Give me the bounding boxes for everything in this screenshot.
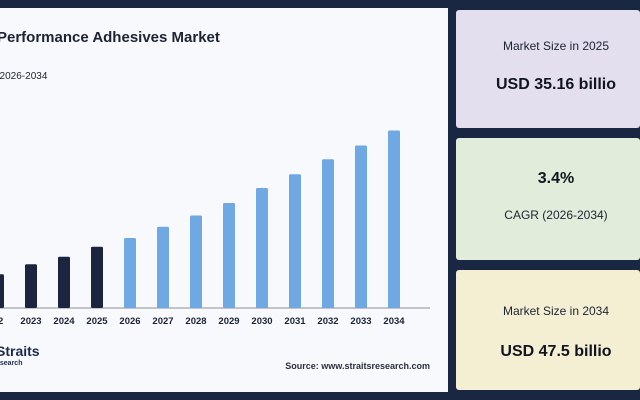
- bar-2034: [388, 130, 400, 308]
- chart-subtitle: t 2026-2034: [0, 71, 48, 82]
- stat-label: Market Size in 2025: [502, 39, 610, 53]
- source-note: Source: www.straitsresearch.com: [285, 361, 430, 371]
- chart-panel: 22 2023 2024 2025 2026 2027 2028 2029 2030 2031 20…: [0, 8, 448, 392]
- x-tick-label: 2028: [185, 316, 206, 327]
- stat-card-market-size-2025: Market Size in 2025 USD 35.16 billio: [456, 10, 640, 128]
- bar-2028: [190, 215, 202, 308]
- straits-logo: Straits esearch: [0, 343, 66, 377]
- bar-2031: [289, 174, 301, 308]
- logo-wordmark: Straits: [0, 343, 40, 359]
- x-tick-label: 2031: [284, 316, 306, 327]
- bar-chart: 22 2023 2024 2025 2026 2027 2028 2029 2030 2031 20…: [0, 130, 430, 327]
- bar-2024: [58, 256, 70, 308]
- logo-tagline: esearch: [0, 360, 23, 367]
- x-tick-label: 22: [0, 316, 3, 327]
- x-tick-label: 2023: [20, 316, 41, 327]
- bar-2030: [256, 188, 268, 308]
- bar-2029: [223, 203, 235, 308]
- stat-value: 3.4%: [537, 170, 575, 187]
- stat-label: CAGR (2026-2034): [504, 208, 608, 222]
- stat-card-cagr: 3.4% CAGR (2026-2034): [456, 138, 640, 260]
- x-tick-label: 2026: [119, 316, 140, 327]
- x-tick-label: 2030: [251, 316, 272, 327]
- bar-2025: [91, 246, 103, 308]
- x-tick-label: 2024: [53, 316, 75, 327]
- bar-2023: [25, 264, 37, 308]
- x-tick-label: 2027: [152, 316, 173, 327]
- bar-22: [0, 274, 4, 308]
- bar-2032: [322, 159, 334, 308]
- bar-2033: [355, 145, 367, 308]
- bar-2027: [157, 226, 169, 308]
- stat-card-market-size-2034: Market Size in 2034 USD 47.5 billio: [456, 270, 640, 390]
- stat-label: Market Size in 2034: [502, 304, 610, 318]
- stat-value: USD 47.5 billio: [500, 343, 612, 360]
- chart-title: -Performance Adhesives Market: [0, 29, 220, 46]
- bar-2026: [124, 238, 136, 308]
- x-tick-label: 2029: [218, 316, 239, 327]
- x-tick-label: 2033: [350, 316, 371, 327]
- x-tick-label: 2034: [383, 316, 405, 327]
- x-tick-label: 2025: [86, 316, 108, 327]
- x-tick-label: 2032: [317, 316, 338, 327]
- stat-value: USD 35.16 billio: [495, 76, 617, 93]
